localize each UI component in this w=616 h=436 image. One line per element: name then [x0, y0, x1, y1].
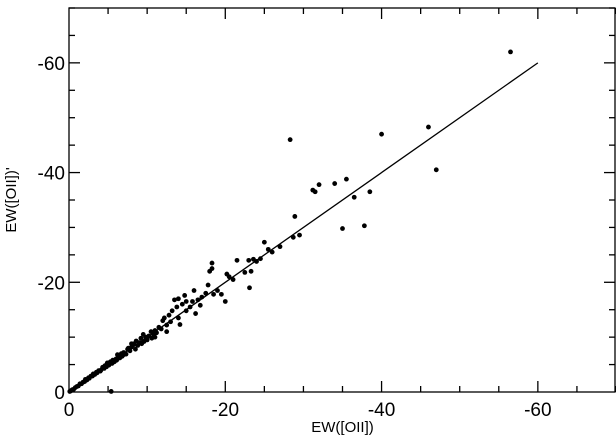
y-tick-label: 0 — [54, 383, 65, 404]
data-point — [179, 301, 185, 307]
x-tick-label: 0 — [64, 400, 75, 421]
data-point — [258, 256, 263, 262]
data-point — [164, 329, 170, 335]
data-point — [183, 299, 189, 304]
data-point — [140, 332, 146, 337]
data-point — [367, 189, 373, 195]
data-point — [203, 290, 209, 296]
data-point — [195, 297, 201, 303]
data-point — [248, 268, 254, 274]
data-point — [205, 282, 211, 288]
data-point — [332, 181, 338, 186]
data-point — [199, 294, 205, 300]
data-point — [121, 352, 127, 358]
data-point — [433, 167, 439, 173]
data-point — [176, 315, 181, 321]
data-point — [215, 288, 220, 293]
data-point — [361, 223, 367, 229]
data-point — [156, 324, 162, 330]
data-point — [292, 214, 298, 219]
data-point — [277, 244, 283, 250]
data-point — [168, 319, 173, 325]
y-tick-label: -60 — [38, 54, 65, 75]
data-point — [125, 346, 131, 352]
x-tick-label: -20 — [212, 400, 239, 421]
data-point — [104, 360, 110, 366]
data-point — [344, 176, 349, 182]
tick-labels: 0 -20 -40 -60 0 -20 -40 -60 — [38, 54, 552, 421]
data-point — [222, 299, 228, 304]
data-point — [224, 271, 230, 277]
data-point — [218, 291, 224, 297]
data-point — [190, 299, 195, 304]
y-tick-label: -20 — [38, 273, 65, 294]
axis-ticks — [69, 7, 616, 392]
data-point — [211, 291, 216, 297]
y-tick-label: -40 — [38, 164, 65, 185]
data-point — [340, 226, 345, 231]
data-point — [261, 239, 267, 245]
data-point — [508, 49, 513, 55]
data-point — [164, 322, 170, 328]
plot-marks — [67, 49, 539, 394]
data-point — [269, 249, 275, 255]
data-point — [160, 318, 166, 324]
data-point — [152, 334, 158, 340]
data-point — [183, 308, 189, 314]
data-point — [310, 187, 316, 193]
data-point — [246, 257, 252, 263]
data-point — [187, 304, 193, 310]
data-point — [426, 124, 431, 130]
data-point — [351, 194, 357, 200]
y-axis-label: EW([OII])' — [3, 167, 20, 232]
data-point — [172, 297, 177, 303]
data-point — [287, 137, 293, 143]
data-point — [379, 131, 384, 137]
data-point — [133, 346, 138, 352]
data-point — [177, 322, 183, 327]
data-point — [169, 308, 175, 314]
data-point — [152, 328, 158, 333]
data-point — [138, 335, 144, 341]
data-point — [135, 342, 141, 348]
x-axis-label: EW([OII]) — [311, 419, 374, 436]
data-point — [251, 256, 256, 262]
data-point — [115, 352, 120, 358]
data-point — [207, 268, 213, 274]
data-point — [182, 293, 188, 298]
data-point — [166, 312, 172, 318]
data-point — [297, 232, 302, 238]
data-point — [209, 260, 215, 266]
data-point — [191, 288, 197, 293]
data-point — [197, 302, 203, 308]
data-point — [174, 304, 180, 310]
data-point — [129, 341, 134, 347]
data-point — [193, 311, 198, 316]
x-tick-label: -40 — [368, 400, 395, 421]
data-point — [176, 296, 181, 302]
data-point — [316, 182, 322, 188]
data-point — [242, 270, 248, 275]
data-point — [148, 329, 154, 335]
x-tick-label: -60 — [524, 400, 551, 421]
data-point — [247, 285, 252, 291]
data-point — [230, 277, 236, 282]
data-point — [290, 234, 296, 240]
data-point — [265, 246, 271, 252]
data-point — [234, 257, 240, 263]
